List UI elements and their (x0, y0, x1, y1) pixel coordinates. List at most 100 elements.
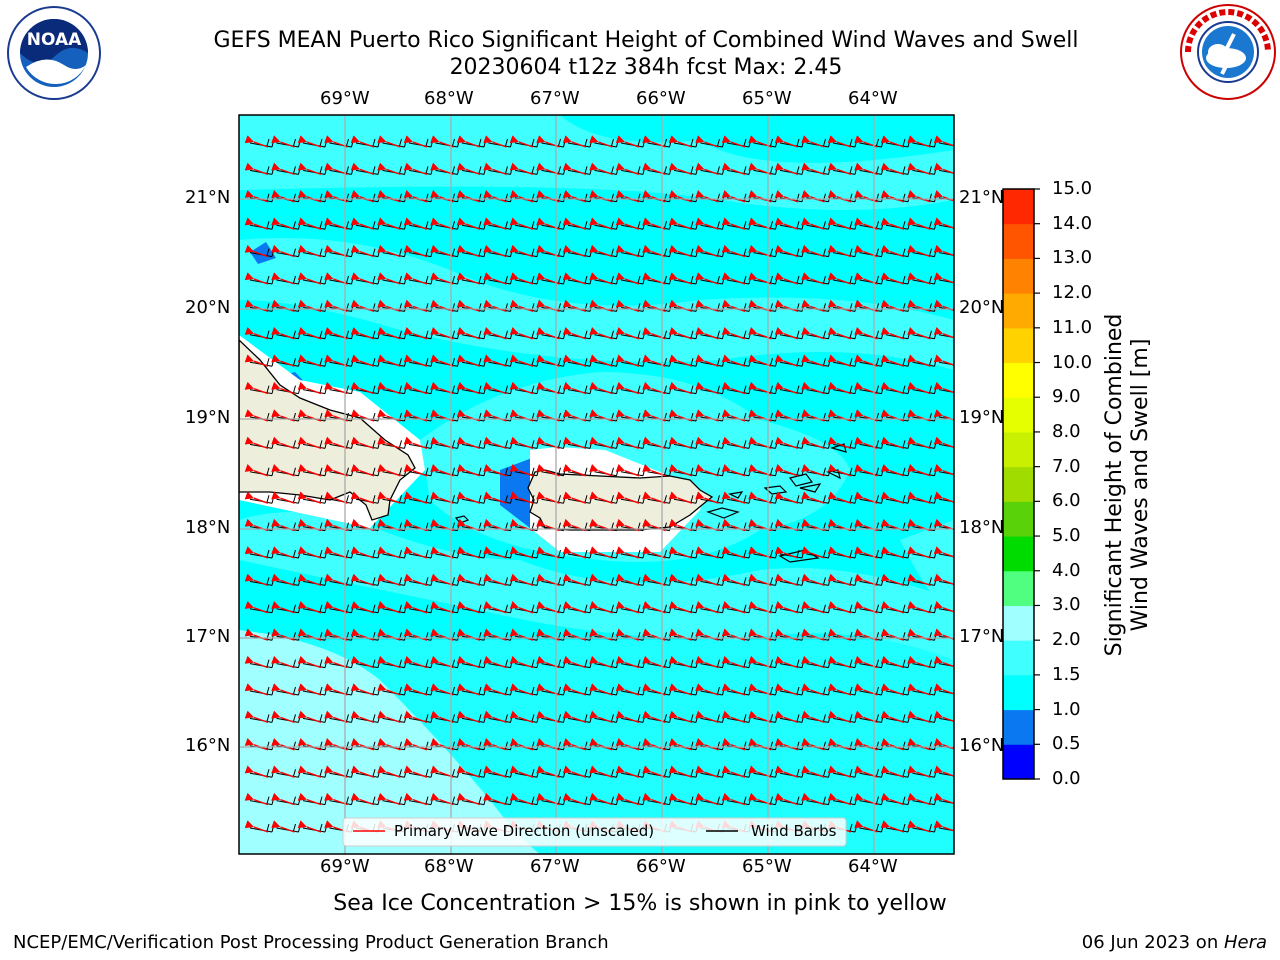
wave-direction-arrow (244, 244, 269, 258)
wave-direction-arrow (244, 601, 269, 614)
wave-direction-arrow (350, 381, 375, 395)
colorbar-tick-label: 13.0 (1052, 247, 1093, 269)
chart-title: GEFS MEAN Puerto Rico Significant Height… (213, 28, 1079, 53)
wave-direction-arrow (827, 655, 852, 669)
wave-direction-arrow (642, 546, 666, 559)
wave-direction-arrow (509, 518, 534, 532)
colorbar-segment (1003, 536, 1034, 572)
wave-direction-arrow (536, 381, 560, 395)
wave-direction-arrow (456, 710, 481, 724)
wave-direction-arrow (403, 518, 428, 532)
wave-direction-arrow (695, 655, 719, 669)
wave-direction-arrow (827, 491, 852, 504)
wave-direction-arrow (827, 464, 852, 477)
wave-direction-arrow (801, 327, 825, 340)
wave-direction-arrow (721, 573, 746, 587)
wave-direction-arrow (774, 327, 799, 340)
wave-direction-arrow (801, 573, 825, 587)
small-islands (454, 443, 847, 563)
wave-direction-arrow (589, 354, 613, 367)
wave-direction-arrow (642, 135, 666, 148)
wave-direction-arrow (748, 464, 772, 477)
wave-direction-arrow (589, 327, 613, 340)
wave-direction-arrow (297, 436, 322, 450)
wave-direction-arrow (377, 217, 401, 230)
wave-direction-arrow (695, 244, 719, 258)
wave-direction-arrow (456, 518, 481, 532)
wave-direction-arrow (536, 162, 560, 176)
wave-direction-arrow (536, 354, 560, 367)
wave-direction-arrow (589, 162, 613, 176)
wave-direction-arrow (695, 135, 719, 148)
wave-direction-arrow (854, 518, 878, 532)
wave-direction-arrow (615, 436, 640, 450)
wave-direction-arrow (695, 272, 719, 285)
wave-direction-arrow (483, 436, 507, 450)
wave-direction-arrow (483, 354, 507, 367)
wave-direction-arrow (668, 436, 693, 450)
wave-direction-arrow (748, 491, 772, 504)
wave-direction-arrow (589, 272, 613, 285)
wave-direction-arrow (297, 244, 322, 258)
colorbar-tick-label: 5.0 (1052, 525, 1081, 547)
wave-direction-arrow (642, 381, 666, 395)
wave-direction-arrow (589, 436, 613, 450)
wave-direction-arrow (589, 683, 613, 696)
noaa-logo-text: NOAA (27, 30, 82, 50)
wave-direction-arrow (642, 683, 666, 696)
wave-direction-arrow (403, 381, 428, 395)
lat-label-left: 18°N (185, 517, 231, 538)
wave-direction-arrow (695, 601, 719, 614)
wave-direction-arrow (562, 327, 587, 340)
colorbar-segment (1003, 293, 1034, 329)
wave-direction-arrow (271, 244, 295, 258)
wave-direction-arrow (456, 217, 481, 230)
wave-direction-arrow (350, 518, 375, 532)
colorbar-segment (1003, 397, 1034, 433)
wave-direction-arrow (907, 327, 931, 340)
wave-direction-arrow (668, 546, 693, 559)
wave-direction-arrow (695, 546, 719, 559)
wave-direction-arrow (801, 491, 825, 504)
wave-direction-arrow (509, 655, 534, 669)
wave-direction-arrow (483, 491, 507, 504)
lon-label-top: 64°W (848, 88, 898, 109)
wave-direction-arrow (827, 217, 852, 230)
wave-direction-arrow (483, 464, 507, 477)
wave-direction-arrow (589, 381, 613, 395)
wave-direction-arrow (271, 354, 295, 367)
wave-direction-arrow (880, 491, 905, 504)
wave-direction-arrow (854, 381, 878, 395)
wave-direction-arrow (695, 464, 719, 477)
wave-direction-arrow (403, 272, 428, 285)
wave-direction-arrow (244, 381, 269, 395)
wave-direction-arrow (244, 491, 269, 504)
wave-direction-arrow (562, 573, 587, 587)
sea-ice-note: Sea Ice Concentration > 15% is shown in … (333, 891, 947, 916)
lon-label-bottom: 64°W (848, 856, 898, 877)
colorbar-tick-label: 6.0 (1052, 490, 1081, 512)
wave-direction-arrow (377, 683, 401, 696)
wave-direction-arrow (483, 710, 507, 724)
wave-direction-arrow (562, 436, 587, 450)
wave-direction-arrow (377, 655, 401, 669)
wave-direction-arrow (615, 464, 640, 477)
wave-direction-arrow (774, 573, 799, 587)
wave-direction-arrow (615, 354, 640, 367)
wave-direction-arrow (297, 491, 322, 504)
wave-direction-arrow (721, 327, 746, 340)
wave-direction-arrow (801, 655, 825, 669)
wave-direction-arrow (801, 381, 825, 395)
wave-direction-arrow (562, 601, 587, 614)
wave-direction-arrow (509, 272, 534, 285)
colorbar-tick-label: 11.0 (1052, 316, 1093, 338)
wave-direction-arrow (827, 601, 852, 614)
wave-direction-arrow (827, 436, 852, 450)
wave-direction-arrow (589, 217, 613, 230)
wave-direction-arrow (642, 601, 666, 614)
wave-direction-arrow (854, 217, 878, 230)
wave-direction-arrow (854, 655, 878, 669)
wave-direction-arrow (509, 546, 534, 559)
wave-direction-arrow (244, 518, 269, 532)
